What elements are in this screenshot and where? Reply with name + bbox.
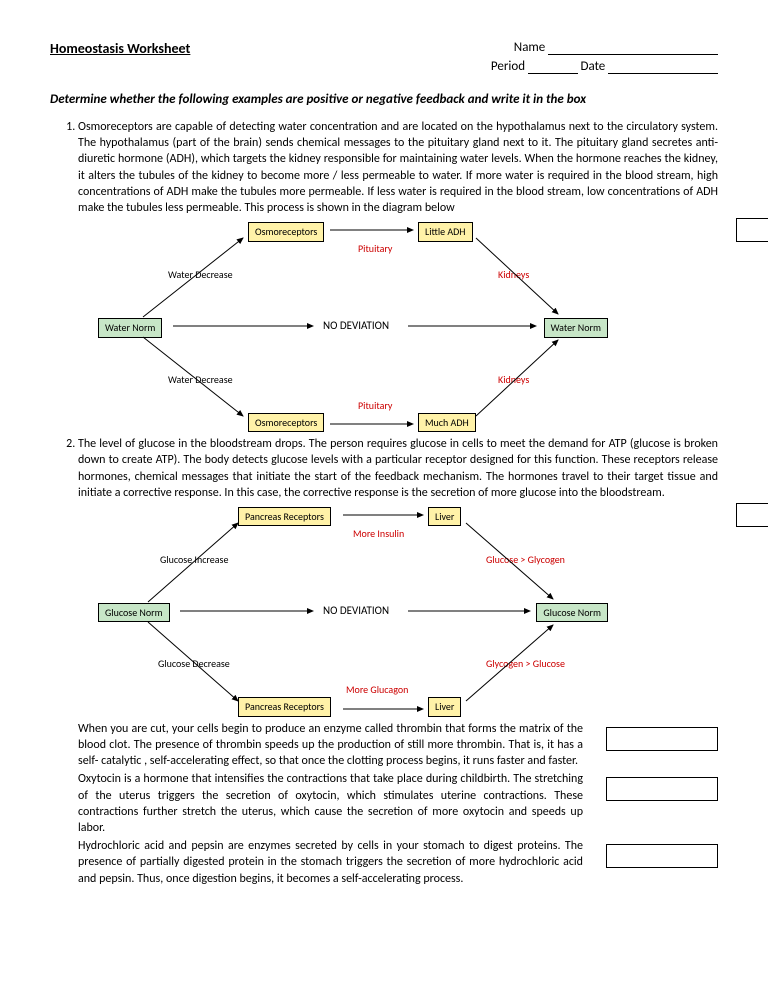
answer-box-4[interactable] [606, 777, 718, 801]
question-3: When you are cut, your cells begin to pr… [78, 721, 718, 770]
answer-box-1[interactable] [736, 218, 768, 242]
arrows-2 [98, 507, 608, 717]
question-4: Oxytocin is a hormone that intensifies t… [78, 771, 718, 836]
answer-box-2[interactable] [736, 503, 768, 527]
name-blank[interactable] [548, 42, 718, 55]
diagram-2: Glucose Norm Glucose Norm Pancreas Recep… [98, 507, 608, 717]
question-2: The level of glucose in the bloodstream … [78, 436, 718, 717]
arrows-1 [98, 222, 608, 432]
instruction-text: Determine whether the following examples… [50, 92, 718, 107]
answer-box-3[interactable] [606, 727, 718, 751]
header-row-2: Period Date [50, 59, 718, 74]
question-1: Osmoreceptors are capable of detecting w… [78, 119, 718, 432]
worksheet-title: Homeostasis Worksheet [50, 40, 190, 57]
question-list: Osmoreceptors are capable of detecting w… [50, 119, 718, 887]
header-row: Homeostasis Worksheet Name [50, 40, 718, 57]
question-5: Hydrochloric acid and pepsin are enzymes… [78, 838, 718, 887]
period-blank[interactable] [528, 61, 578, 74]
answer-box-5[interactable] [606, 844, 718, 868]
diagram-1: Water Norm Water Norm Osmoreceptors Osmo… [98, 222, 608, 432]
date-blank[interactable] [608, 61, 718, 74]
name-field: Name [514, 40, 718, 57]
period-date-field: Period Date [491, 59, 718, 74]
